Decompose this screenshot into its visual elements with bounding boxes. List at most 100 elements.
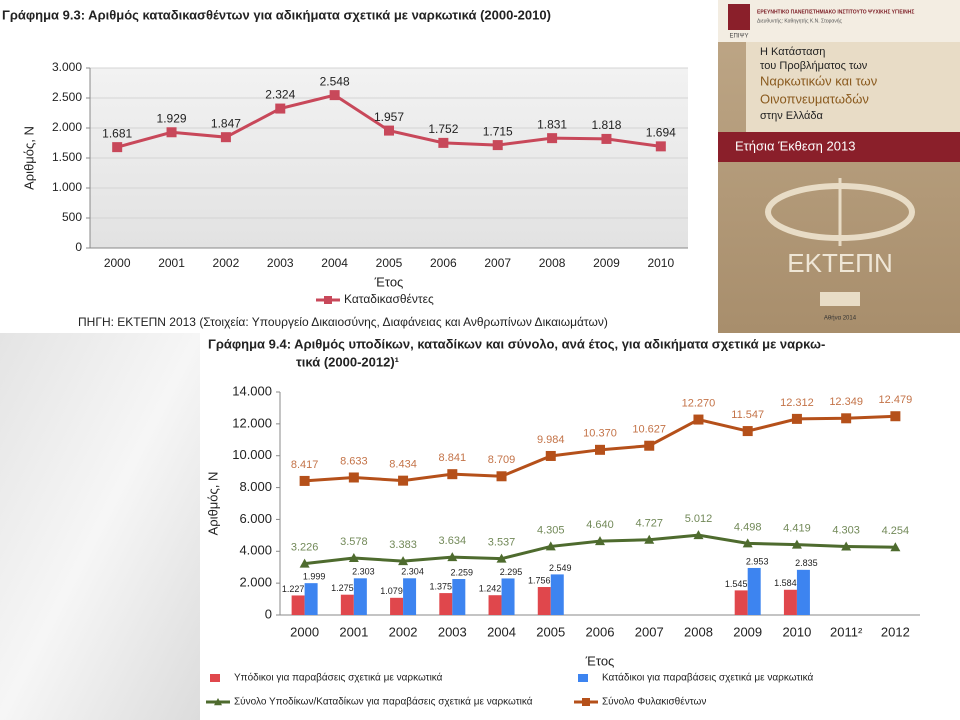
cover-line: στην Ελλάδα [760, 110, 823, 122]
data-label: 3.634 [439, 535, 467, 547]
bar [353, 578, 367, 615]
x-tick-label: 2000 [290, 624, 319, 639]
data-label: 1.275 [331, 583, 354, 593]
marker [398, 556, 409, 566]
x-tick-label: 2007 [635, 624, 664, 639]
data-label: 4.498 [734, 521, 762, 533]
data-label: 4.419 [783, 523, 811, 535]
bar [501, 578, 515, 615]
marker [791, 539, 802, 549]
x-tick-label: 2003 [438, 624, 467, 639]
marker [595, 444, 605, 455]
y-tick-label: 6.000 [239, 511, 272, 526]
legend-label: Υπόδικοι για παραβάσεις σχετικά με ναρκω… [234, 672, 443, 684]
data-label: 2.259 [451, 567, 474, 577]
data-label: 1.818 [591, 118, 621, 132]
marker [348, 472, 359, 483]
data-label: 8.434 [389, 459, 417, 471]
cover-brand: ΕΚΤΕΠΝ [787, 248, 892, 278]
data-label: 4.305 [537, 524, 565, 536]
marker [582, 698, 590, 706]
data-label: 12.349 [829, 396, 863, 408]
paper-texture [0, 333, 200, 720]
data-label: 3.578 [340, 536, 368, 548]
data-label: 3.226 [291, 542, 319, 554]
x-tick-label: 2005 [376, 256, 403, 270]
bar [403, 578, 417, 615]
bar [783, 589, 797, 615]
marker [742, 426, 753, 437]
cover-director: Διευθυντής: Καθηγητής Κ.Ν. Στεφανής [757, 17, 843, 24]
x-tick-label: 2010 [782, 624, 811, 639]
data-label: 4.303 [832, 524, 860, 536]
cover-line: Οινοπνευματωδών [760, 91, 869, 106]
data-label: 1.227 [282, 584, 305, 594]
x-tick-label: 2003 [267, 256, 294, 270]
marker [742, 538, 753, 548]
data-label: 2.549 [549, 563, 572, 573]
cover-report: Ετήσια Έκθεση 2013 [735, 138, 855, 153]
y-tick-label: 0 [265, 606, 272, 621]
source-note: ΠΗΓΗ: ΕΚΤΕΠΝ 2013 (Στοιχεία: Υπουργείο Δ… [78, 315, 608, 329]
marker [275, 103, 286, 114]
cover-band [718, 132, 960, 162]
x-tick-label: 2001 [158, 256, 185, 270]
data-label: 4.640 [586, 519, 614, 531]
marker [841, 541, 852, 551]
legend-label: Σύνολο Φυλακισθέντων [602, 696, 706, 708]
data-label: 12.479 [879, 394, 913, 406]
bar [439, 593, 453, 615]
data-label: 3.537 [488, 537, 516, 549]
data-label: 2.304 [401, 567, 424, 577]
legend-swatch [578, 674, 588, 682]
cover-footer-logo [820, 292, 860, 306]
marker [220, 132, 231, 143]
legend-label: Κατάδικοι για παραβάσεις σχετικά με ναρκ… [602, 672, 813, 684]
data-label: 1.079 [380, 586, 403, 596]
data-label: 2.303 [352, 567, 375, 577]
x-tick-label: 2012 [881, 624, 910, 639]
data-label: 2.324 [265, 88, 295, 102]
bar [291, 595, 305, 615]
data-label: 1.929 [157, 111, 187, 125]
y-tick-label: 1.000 [52, 180, 82, 194]
x-tick-label: 2007 [484, 256, 511, 270]
marker [601, 133, 612, 144]
y-tick-label: 1.500 [52, 150, 82, 164]
x-tick-label: 2009 [593, 256, 620, 270]
chart-title: Γράφημα 9.4: Αριθμός υποδίκων, καταδίκων… [208, 336, 825, 351]
bar [452, 579, 466, 615]
bar [747, 567, 761, 615]
data-label: 9.984 [537, 434, 565, 446]
marker [324, 296, 332, 304]
x-tick-label: 2001 [339, 624, 368, 639]
marker [644, 534, 655, 544]
y-tick-label: 12.000 [232, 415, 272, 430]
marker [545, 541, 556, 551]
bar [550, 574, 564, 615]
y-tick-label: 0 [75, 240, 82, 254]
data-label: 8.709 [488, 454, 516, 466]
y-tick-label: 4.000 [239, 543, 272, 558]
plot-area [280, 392, 920, 615]
bar [304, 583, 318, 615]
data-label: 12.270 [682, 397, 716, 409]
y-tick-label: 3.000 [52, 60, 82, 74]
marker [595, 536, 605, 546]
data-label: 8.841 [439, 452, 467, 464]
data-label: 2.835 [795, 558, 818, 568]
x-axis-label: Έτος [585, 653, 615, 668]
legend-label: Σύνολο Υποδίκων/Καταδίκων για παραβάσεις… [234, 696, 533, 708]
cover-logo: ΕΠΙΨΥ [729, 34, 748, 40]
bar [340, 594, 354, 615]
data-label: 1.375 [430, 581, 453, 591]
marker [348, 553, 359, 563]
cover-institute: ΕΡΕΥΝΗΤΙΚΟ ΠΑΝΕΠΙΣΤΗΜΙΑΚΟ ΙΝΣΤΙΤΟΥΤΟ ΨΥΧ… [757, 9, 914, 15]
marker [447, 552, 458, 562]
y-tick-label: 500 [62, 210, 82, 224]
data-label: 1.694 [646, 126, 676, 140]
data-label: 1.584 [774, 578, 797, 588]
marker [447, 469, 458, 480]
marker [693, 530, 704, 540]
data-label: 5.012 [685, 513, 713, 525]
